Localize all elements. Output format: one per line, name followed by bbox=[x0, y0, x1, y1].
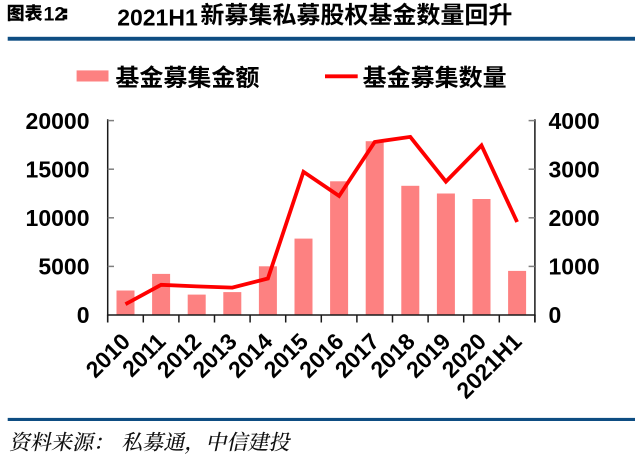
svg-text:15000: 15000 bbox=[26, 156, 90, 182]
svg-text:3000: 3000 bbox=[549, 156, 600, 182]
svg-text:2000: 2000 bbox=[549, 205, 600, 231]
svg-text:20000: 20000 bbox=[26, 108, 90, 134]
svg-text:10000: 10000 bbox=[26, 205, 90, 231]
svg-text:0: 0 bbox=[549, 302, 562, 328]
svg-text:12: 12 bbox=[44, 4, 66, 26]
svg-text:1000: 1000 bbox=[549, 254, 600, 280]
svg-text:5000: 5000 bbox=[38, 254, 89, 280]
svg-text:0: 0 bbox=[77, 302, 90, 328]
svg-text:2021H1: 2021H1 bbox=[117, 5, 198, 31]
svg-text:4000: 4000 bbox=[549, 108, 600, 134]
